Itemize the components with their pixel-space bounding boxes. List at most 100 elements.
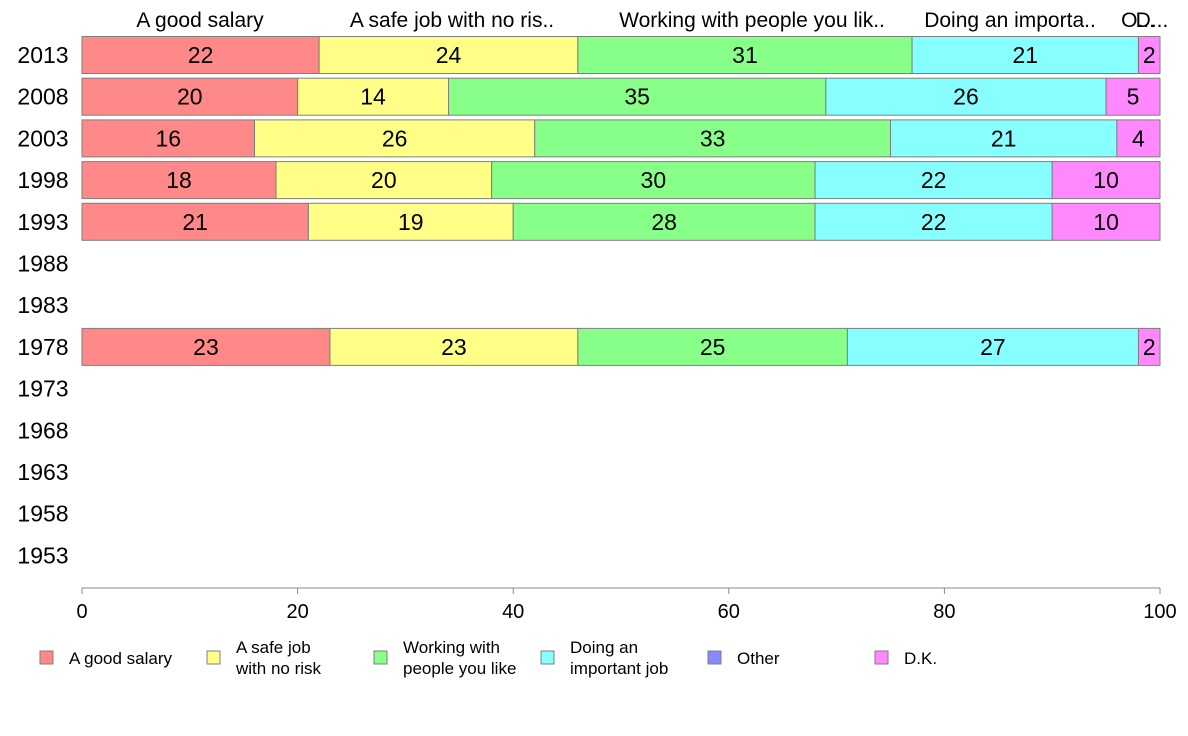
bar-value-label: 10 <box>1093 167 1119 193</box>
bar-segment <box>1105 77 1161 116</box>
bar-value-label: 16 <box>155 125 181 151</box>
legend-label: Other <box>737 649 780 668</box>
legend-label: important job <box>570 659 668 678</box>
bar-value-label: 20 <box>371 167 397 193</box>
bar-segment <box>1051 161 1161 200</box>
bar-value-label: 35 <box>624 84 650 110</box>
bar-value-label: 4 <box>1132 125 1145 151</box>
legend-label: Working with <box>403 638 500 657</box>
bar-value-label: 10 <box>1093 209 1119 235</box>
bar-value-label: 14 <box>360 84 386 110</box>
bar-value-label: 23 <box>193 334 219 360</box>
bar-segment <box>275 161 493 200</box>
year-label: 1973 <box>17 376 68 402</box>
year-label: 1998 <box>17 167 68 193</box>
legend-swatch <box>707 650 722 665</box>
year-label: 1983 <box>17 292 68 318</box>
bar-value-label: 31 <box>732 42 758 68</box>
bar-value-label: 5 <box>1127 84 1140 110</box>
legend: A good salary A safe job with no risk Worki… <box>39 638 937 678</box>
legend-label: A safe job <box>236 638 311 657</box>
legend-swatch <box>206 650 221 665</box>
year-labels: 2013 2008 2003 1998 1993 1988 1983 1978 1973 1968… <box>17 42 68 568</box>
x-tick-label: 100 <box>1143 601 1176 623</box>
bar-value-label: 2 <box>1143 334 1156 360</box>
bar-value-label: 21 <box>182 209 208 235</box>
year-label: 1968 <box>17 417 68 443</box>
bar-value-label: 28 <box>651 209 677 235</box>
bar-value-label: 22 <box>188 42 214 68</box>
bar-segment <box>534 119 891 158</box>
x-tick-label: 80 <box>933 601 955 623</box>
legend-label: with no risk <box>235 659 322 678</box>
bar-segment <box>81 202 309 241</box>
bar-segment <box>318 36 579 74</box>
bar-value-label: 22 <box>921 209 947 235</box>
bar-segment <box>297 77 450 116</box>
column-labels: A good salary A safe job with no ris.. Wor… <box>136 9 1168 32</box>
legend-swatch <box>373 650 388 665</box>
year-label: 2003 <box>17 125 68 151</box>
bar-value-label: 2 <box>1143 42 1156 68</box>
bar-value-label: 19 <box>398 209 424 235</box>
bar-segment <box>825 77 1107 116</box>
year-label: 2008 <box>17 84 68 110</box>
year-label: 1958 <box>17 501 68 527</box>
year-label: 1993 <box>17 209 68 235</box>
bar-segment <box>253 119 536 158</box>
bar-segment <box>814 202 1053 241</box>
bar-segment <box>1116 119 1161 158</box>
legend-swatch <box>874 650 889 665</box>
bar-segment <box>1137 36 1161 74</box>
bar-segment <box>577 327 848 366</box>
bar-segment <box>448 77 827 116</box>
bar-value-label: 24 <box>436 42 462 68</box>
legend-swatch <box>39 650 54 665</box>
bar-segment <box>1137 327 1161 366</box>
bar-value-label: 33 <box>700 125 726 151</box>
bars: 22 24 31 21 2 20 14 35 26 5 16 26 33 21 4 18 20 30 22 10 21 1… <box>81 36 1161 366</box>
column-label: Doing an importa.. <box>924 9 1096 32</box>
bar-segment <box>846 327 1139 366</box>
year-label: 2013 <box>17 42 68 68</box>
bar-value-label: 23 <box>441 334 467 360</box>
year-label: 1978 <box>17 334 68 360</box>
x-axis: 0 20 40 60 80 100 <box>76 587 1177 623</box>
year-label: 1988 <box>17 251 68 277</box>
legend-swatch <box>540 650 555 665</box>
bar-segment <box>81 161 277 200</box>
bar-segment <box>814 161 1053 200</box>
bar-value-label: 22 <box>921 167 947 193</box>
bar-value-label: 30 <box>641 167 667 193</box>
bar-value-label: 26 <box>382 125 408 151</box>
column-label: Working with people you lik.. <box>619 9 885 32</box>
bar-value-label: 18 <box>166 167 192 193</box>
bar-value-label: 25 <box>700 334 726 360</box>
x-tick-label: 40 <box>502 601 524 623</box>
legend-label: A good salary <box>69 649 173 668</box>
column-label: D... <box>1136 9 1169 32</box>
bar-segment <box>329 327 579 366</box>
legend-label: people you like <box>403 659 516 678</box>
bar-segment <box>81 77 299 116</box>
year-label: 1963 <box>17 459 68 485</box>
x-tick-label: 60 <box>718 601 740 623</box>
bar-value-label: 20 <box>177 84 203 110</box>
bar-value-label: 21 <box>1012 42 1038 68</box>
column-label: A good salary <box>136 9 264 32</box>
bar-segment <box>81 119 255 158</box>
bar-segment <box>81 327 331 366</box>
legend-label: Doing an <box>570 638 638 657</box>
bar-segment <box>1051 202 1161 241</box>
x-tick-label: 20 <box>286 601 308 623</box>
x-tick-label: 0 <box>76 601 87 623</box>
bar-value-label: 21 <box>991 125 1017 151</box>
bar-value-label: 26 <box>953 84 979 110</box>
bar-segment <box>491 161 816 200</box>
bar-segment <box>512 202 816 241</box>
column-label: A safe job with no ris.. <box>350 9 554 32</box>
bar-value-label: 27 <box>980 334 1006 360</box>
legend-label: D.K. <box>904 649 937 668</box>
year-label: 1953 <box>17 542 68 568</box>
